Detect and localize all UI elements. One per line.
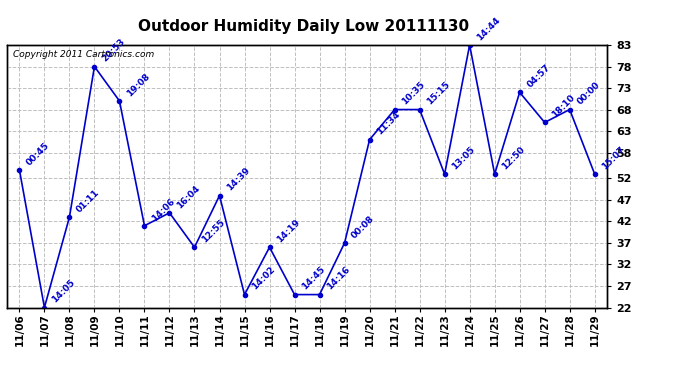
Text: 14:06: 14:06 — [150, 196, 177, 223]
Text: 14:05: 14:05 — [50, 278, 77, 305]
Text: 14:39: 14:39 — [225, 166, 252, 193]
Text: 12:55: 12:55 — [200, 218, 226, 244]
Text: 11:34: 11:34 — [375, 110, 402, 137]
Text: 12:50: 12:50 — [500, 145, 526, 171]
Text: 10:35: 10:35 — [400, 80, 426, 107]
Text: 14:19: 14:19 — [275, 218, 302, 244]
Text: 14:45: 14:45 — [300, 265, 327, 292]
Text: 00:45: 00:45 — [25, 141, 52, 167]
Text: 20:53: 20:53 — [100, 37, 126, 64]
Text: 15:15: 15:15 — [425, 80, 452, 107]
Text: 16:04: 16:04 — [175, 183, 201, 210]
Text: 00:08: 00:08 — [350, 214, 377, 240]
Text: 19:08: 19:08 — [125, 72, 152, 98]
Text: 14:16: 14:16 — [325, 265, 352, 292]
Text: 14:02: 14:02 — [250, 265, 277, 292]
Text: 15:07: 15:07 — [600, 145, 627, 171]
Text: 01:11: 01:11 — [75, 188, 101, 214]
Text: 18:10: 18:10 — [550, 93, 577, 120]
Text: 00:00: 00:00 — [575, 81, 602, 107]
Text: 04:57: 04:57 — [525, 63, 552, 90]
Text: Copyright 2011 Cartronics.com: Copyright 2011 Cartronics.com — [13, 50, 154, 59]
Text: Outdoor Humidity Daily Low 20111130: Outdoor Humidity Daily Low 20111130 — [138, 19, 469, 34]
Text: 14:44: 14:44 — [475, 15, 502, 42]
Text: 13:05: 13:05 — [450, 145, 477, 171]
